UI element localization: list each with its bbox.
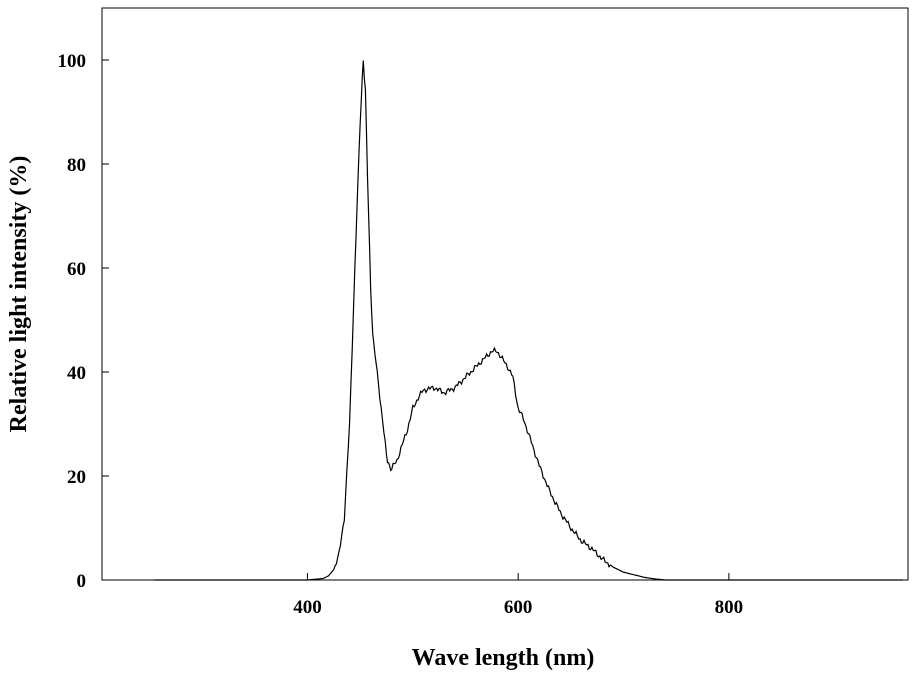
y-tick-label: 40: [67, 363, 86, 384]
x-axis-title: Wave length (nm): [412, 645, 595, 671]
y-tick-label: 80: [67, 155, 86, 176]
plot-frame: [101, 7, 909, 581]
ticks-layer: 400 600 800 0 20 40 60 80 100: [58, 51, 744, 618]
spectrum-line: [154, 60, 903, 581]
y-axis-title: Relative light intensity (%): [6, 156, 32, 433]
x-tick-label: 600: [504, 597, 533, 618]
y-tick-label: 100: [58, 51, 87, 72]
y-tick-label: 0: [77, 571, 87, 592]
x-tick-label: 400: [293, 597, 322, 618]
x-tick-label: 800: [715, 597, 744, 618]
y-tick-label: 60: [67, 259, 86, 280]
y-tick-label: 20: [67, 467, 86, 488]
